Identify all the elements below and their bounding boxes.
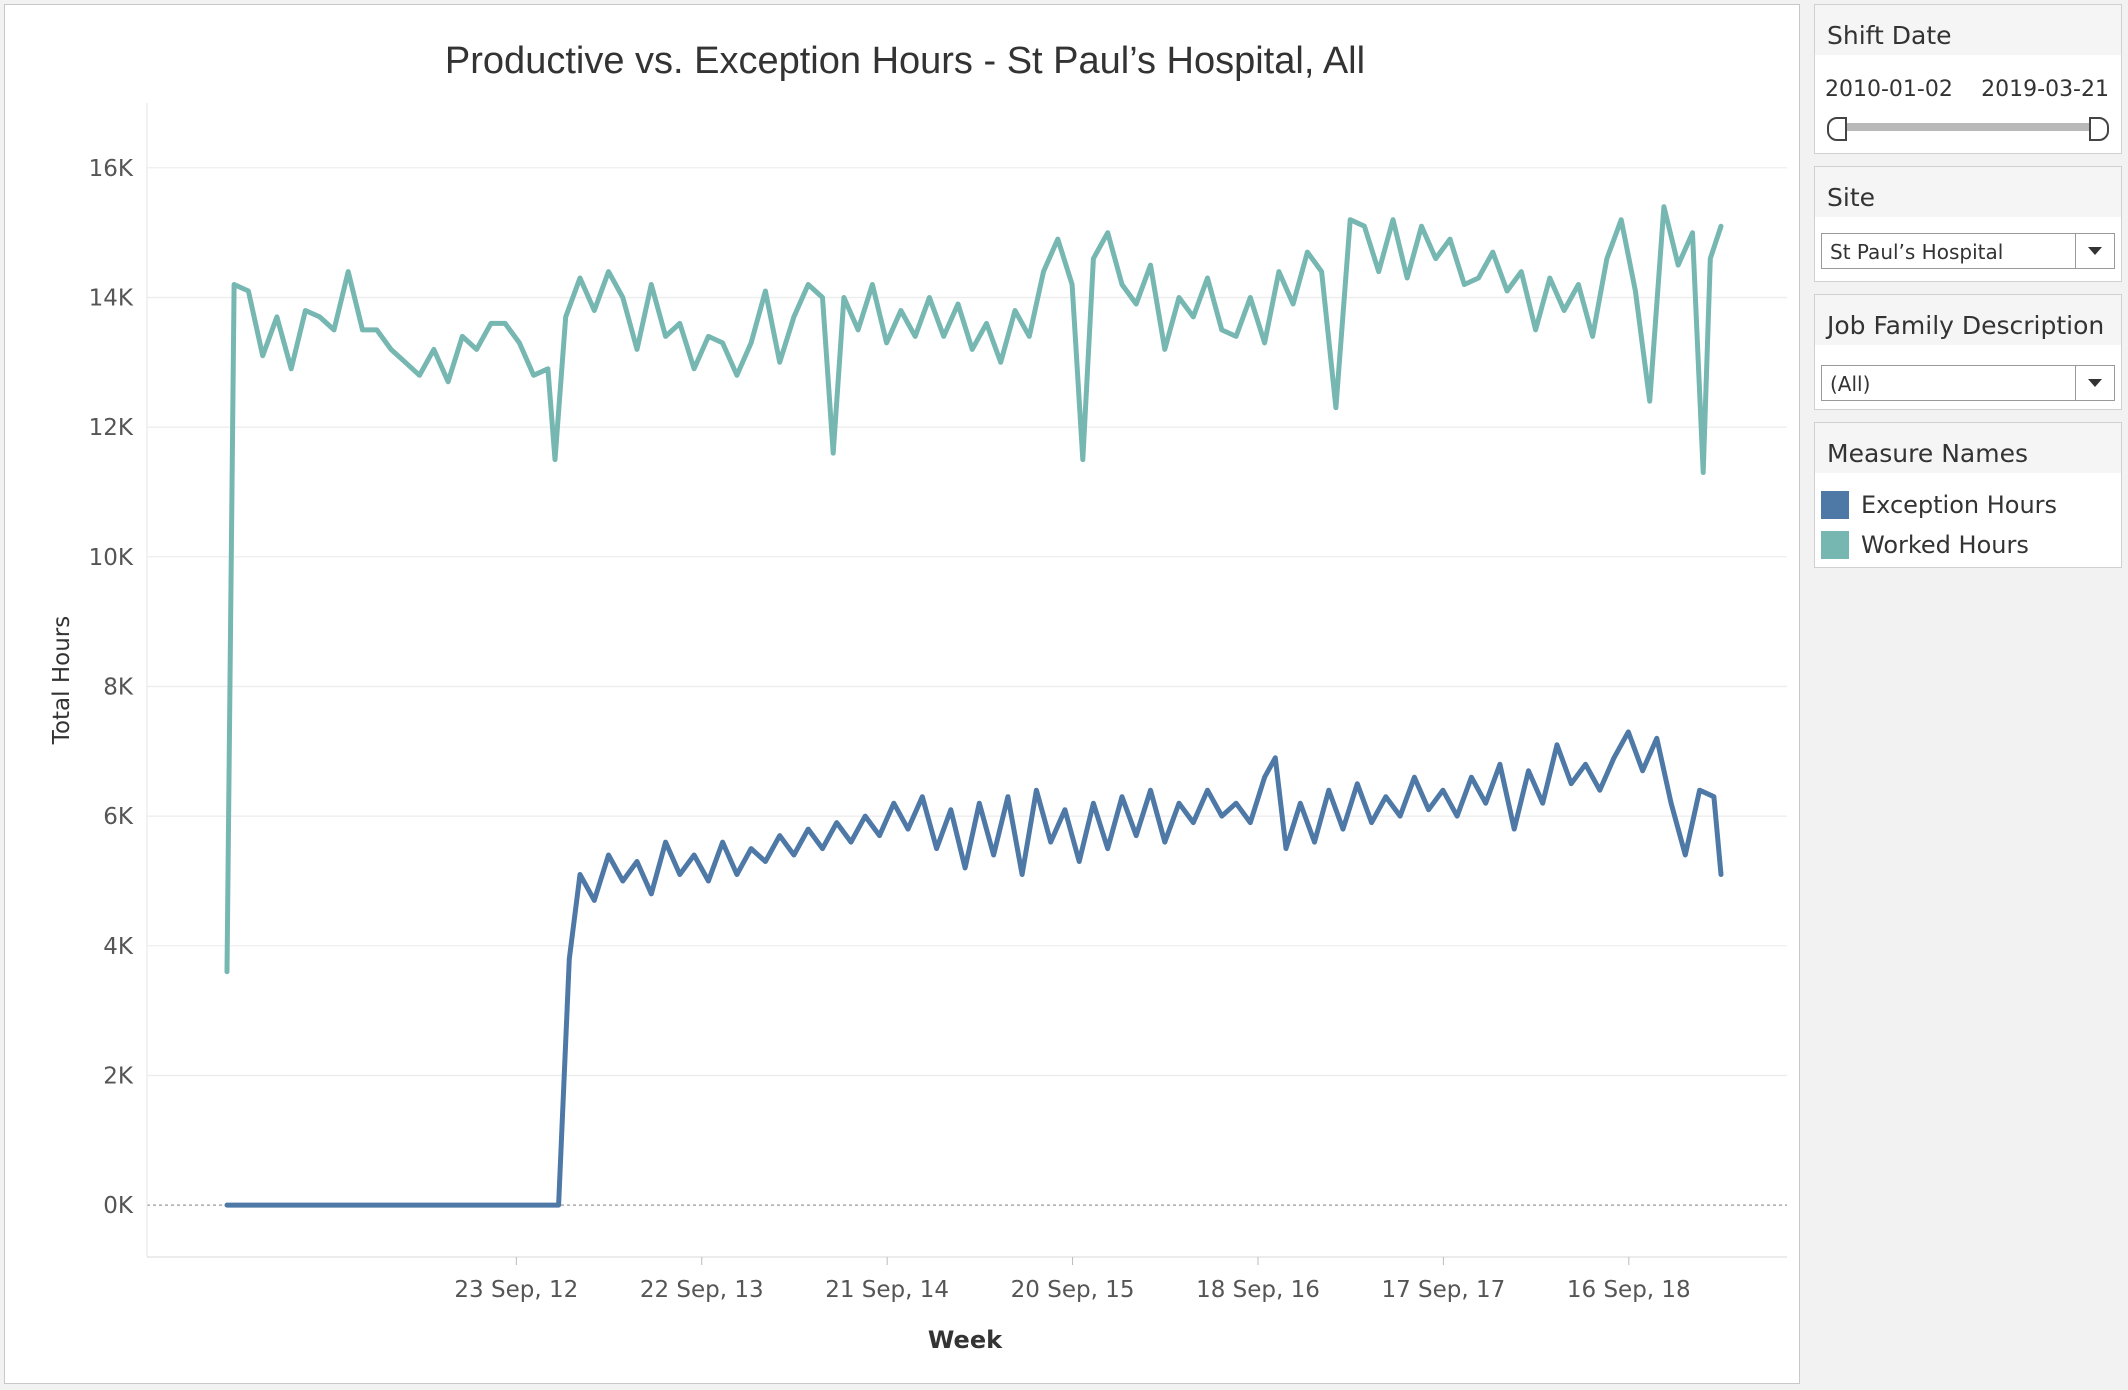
x-tick-label: 23 Sep, 12 <box>454 1277 578 1303</box>
legend-label-exception: Exception Hours <box>1861 491 2058 519</box>
x-tick-label: 16 Sep, 18 <box>1567 1277 1691 1303</box>
shift-date-start: 2010-01-02 <box>1825 77 1953 102</box>
y-tick-label: 8K <box>103 674 134 700</box>
y-tick-label: 6K <box>103 804 134 830</box>
measure-names-legend: Measure Names Exception Hours Worked Hou… <box>1814 422 2122 568</box>
y-tick-label: 4K <box>103 934 134 960</box>
series-lines <box>224 204 1724 1208</box>
y-axis-label: Total Hours <box>49 616 75 745</box>
date-range-end-handle[interactable] <box>2089 117 2109 141</box>
job-family-title: Job Family Description <box>1815 295 2121 345</box>
site-filter: Site St Paul’s Hospital <box>1814 166 2122 282</box>
x-tick-label: 17 Sep, 17 <box>1381 1277 1505 1303</box>
x-tick-label: 18 Sep, 16 <box>1196 1277 1320 1303</box>
y-tick-label: 12K <box>89 415 134 441</box>
chart-title: Productive vs. Exception Hours - St Paul… <box>445 40 1365 82</box>
chart-panel: Productive vs. Exception Hours - St Paul… <box>4 4 1800 1384</box>
chevron-down-icon <box>2088 379 2102 387</box>
job-family-dropdown-value: (All) <box>1830 372 1871 396</box>
y-tick-label: 0K <box>103 1193 134 1219</box>
job-family-dropdown-arrow[interactable] <box>2075 366 2114 400</box>
y-tick-label: 14K <box>89 285 134 311</box>
shift-date-end: 2019-03-21 <box>1981 77 2109 102</box>
legend-swatch-exception <box>1821 491 1849 519</box>
x-tick-label: 20 Sep, 15 <box>1011 1277 1135 1303</box>
y-tick-label: 10K <box>89 545 134 571</box>
job-family-dropdown[interactable]: (All) <box>1821 365 2115 401</box>
y-tick-label: 2K <box>103 1063 134 1089</box>
grid-lines <box>147 167 1787 1206</box>
legend-swatch-worked <box>1821 531 1849 559</box>
x-tick-label: 21 Sep, 14 <box>825 1277 949 1303</box>
site-title: Site <box>1815 167 2121 217</box>
x-tick-label: 22 Sep, 13 <box>640 1277 764 1303</box>
line-chart: Productive vs. Exception Hours - St Paul… <box>49 40 1787 1354</box>
legend-label-worked: Worked Hours <box>1861 531 2029 559</box>
job-family-filter: Job Family Description (All) <box>1814 294 2122 410</box>
shift-date-title: Shift Date <box>1815 5 2121 55</box>
x-axis-label: Week <box>928 1326 1003 1354</box>
legend-title: Measure Names <box>1815 423 2121 473</box>
y-tick-label: 16K <box>89 156 134 182</box>
series-line-exception-hours <box>224 729 1724 1208</box>
chevron-down-icon <box>2088 247 2102 255</box>
date-range-start-handle[interactable] <box>1827 117 1847 141</box>
shift-date-filter: Shift Date 2010-01-02 2019-03-21 <box>1814 4 2122 154</box>
date-range-slider-track[interactable] <box>1837 123 2099 131</box>
site-dropdown-value: St Paul’s Hospital <box>1830 240 2004 264</box>
axes: 0K 2K 4K 6K 8K 10K 12K 14K 16K 23 Sep, 12 22 Sep, … <box>89 103 1787 1303</box>
site-dropdown[interactable]: St Paul’s Hospital <box>1821 233 2115 269</box>
site-dropdown-arrow[interactable] <box>2075 234 2114 268</box>
series-line-worked-hours <box>224 204 1724 975</box>
